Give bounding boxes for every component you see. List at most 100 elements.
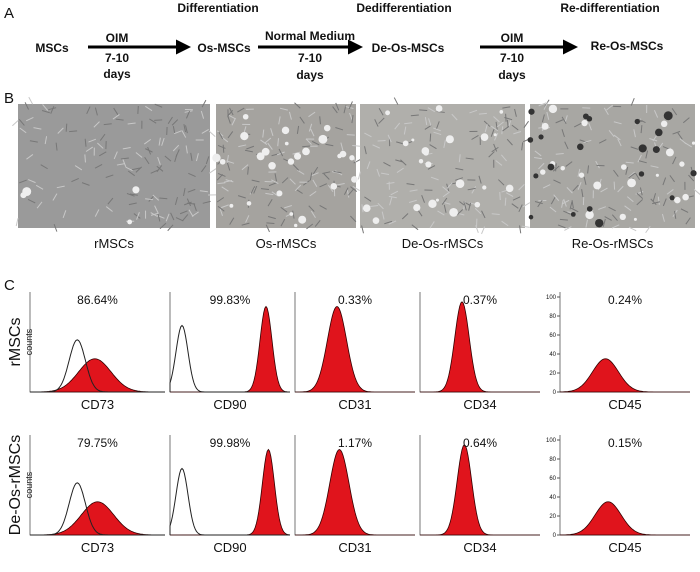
cell: [571, 212, 576, 217]
cell: [394, 98, 398, 105]
cell: [690, 170, 696, 176]
cell: [656, 174, 659, 177]
cell: [542, 123, 549, 130]
tick-label: 100: [546, 295, 557, 301]
cell: [556, 163, 557, 171]
caption: Re-Os-rMSCs: [572, 236, 654, 251]
cell: [560, 166, 565, 171]
cell: [579, 172, 584, 177]
arrow-text: 7-10: [500, 51, 524, 65]
cell: [593, 181, 601, 189]
row-label: rMSCs: [7, 318, 24, 367]
axis-label: counts: [24, 471, 34, 498]
stage: Re-Os-MSCs: [591, 39, 664, 53]
percent: 0.15%: [608, 436, 642, 450]
cell: [243, 114, 249, 120]
row-label: De-Os-rMSCs: [7, 435, 24, 535]
tick-label: 0: [553, 390, 557, 396]
panel-label: A: [4, 5, 14, 22]
cell: [505, 198, 506, 206]
cell: [363, 204, 371, 212]
percent: 0.33%: [338, 293, 372, 307]
cell: [132, 186, 139, 193]
cell: [423, 150, 429, 156]
hist-fill: [295, 450, 415, 536]
cell: [446, 135, 454, 143]
cell: [682, 194, 689, 201]
percent: 86.64%: [77, 293, 118, 307]
cell: [494, 133, 497, 136]
percent: 1.17%: [338, 436, 372, 450]
cell: [29, 97, 33, 104]
cell: [560, 219, 568, 220]
hist-frame: [420, 292, 540, 392]
cell: [285, 142, 289, 146]
hist-fill: [30, 359, 165, 392]
cell: [212, 154, 220, 162]
cell: [430, 134, 431, 142]
cell: [22, 187, 31, 196]
cell: [666, 148, 674, 156]
marker-label: CD90: [213, 540, 246, 555]
tick-label: 80: [549, 314, 556, 320]
cell: [587, 206, 593, 212]
axis-label: counts: [24, 328, 34, 355]
cell: [587, 116, 592, 121]
cell: [581, 120, 587, 126]
marker-label: CD34: [463, 397, 496, 412]
marker-label: CD73: [81, 540, 114, 555]
tick-label: 0: [553, 533, 557, 539]
hist-fill: [295, 307, 415, 393]
cell: [419, 159, 423, 163]
marker-label: CD73: [81, 397, 114, 412]
cell: [620, 214, 626, 220]
cell: [337, 154, 342, 159]
tick-label: 40: [549, 352, 556, 358]
stage: Os-MSCs: [197, 41, 251, 55]
percent: 0.64%: [463, 436, 497, 450]
hist-fill: [560, 502, 690, 535]
cell: [85, 154, 86, 162]
cell: [385, 110, 390, 115]
hist-fill: [420, 445, 540, 535]
arrow-text: OIM: [501, 31, 524, 45]
cell: [506, 185, 514, 193]
cell: [538, 134, 543, 139]
cell: [528, 109, 534, 115]
percent: 99.98%: [210, 436, 251, 450]
cell: [482, 185, 486, 189]
cell: [449, 208, 458, 217]
cell: [674, 197, 680, 203]
cell: [499, 110, 503, 114]
cell: [634, 218, 637, 221]
percent: 0.37%: [463, 293, 497, 307]
cell: [351, 176, 358, 183]
cell: [240, 132, 248, 140]
cell: [533, 173, 538, 178]
arrow-text: days: [103, 67, 131, 81]
micrograph: [360, 104, 525, 228]
cell: [229, 204, 233, 208]
stage: MSCs: [35, 41, 69, 55]
cell: [529, 215, 534, 220]
arrow-text: 7-10: [105, 51, 129, 65]
tick-label: 60: [549, 333, 556, 339]
caption: rMSCs: [94, 236, 134, 251]
cell: [540, 169, 545, 174]
cell: [16, 218, 18, 226]
cell: [425, 161, 431, 167]
cell: [679, 161, 684, 166]
stage: De-Os-MSCs: [372, 41, 445, 55]
phase: Re-differentiation: [560, 1, 659, 15]
cell: [247, 201, 252, 206]
cell: [288, 158, 294, 164]
cell: [436, 199, 439, 202]
cell: [635, 119, 640, 124]
cell: [223, 145, 224, 153]
cell: [621, 164, 627, 170]
marker-label: CD31: [338, 397, 371, 412]
cell: [257, 152, 265, 160]
cell: [276, 190, 282, 196]
caption: De-Os-rMSCs: [402, 236, 484, 251]
